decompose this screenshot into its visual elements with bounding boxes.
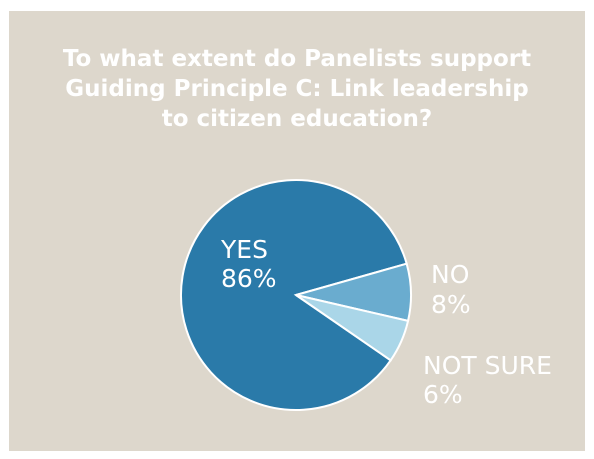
slice-label-not-sure-name: NOT SURE <box>423 351 552 380</box>
slice-label-not-sure: NOT SURE 6% <box>423 351 552 409</box>
slice-label-yes-name: YES <box>220 235 268 264</box>
chart-title: To what extent do Panelists support Guid… <box>0 44 594 134</box>
pie-slice-not-sure <box>295 294 410 362</box>
pie-slice-yes <box>180 179 408 411</box>
slice-label-no-value: 8% <box>431 290 471 319</box>
slice-label-no-name: NO <box>431 260 469 289</box>
pie-slices <box>180 179 412 411</box>
chart-title-line-1: To what extent do Panelists support <box>62 46 532 72</box>
slice-label-not-sure-value: 6% <box>423 380 463 409</box>
slice-label-no: NO 8% <box>431 260 471 319</box>
slice-label-yes-value: 86% <box>221 264 277 293</box>
chart-title-line-2: Guiding Principle C: Link leadership <box>65 76 529 102</box>
slice-label-yes: YES 86% <box>220 235 277 293</box>
chart-title-line-3: to citizen education? <box>161 106 433 132</box>
